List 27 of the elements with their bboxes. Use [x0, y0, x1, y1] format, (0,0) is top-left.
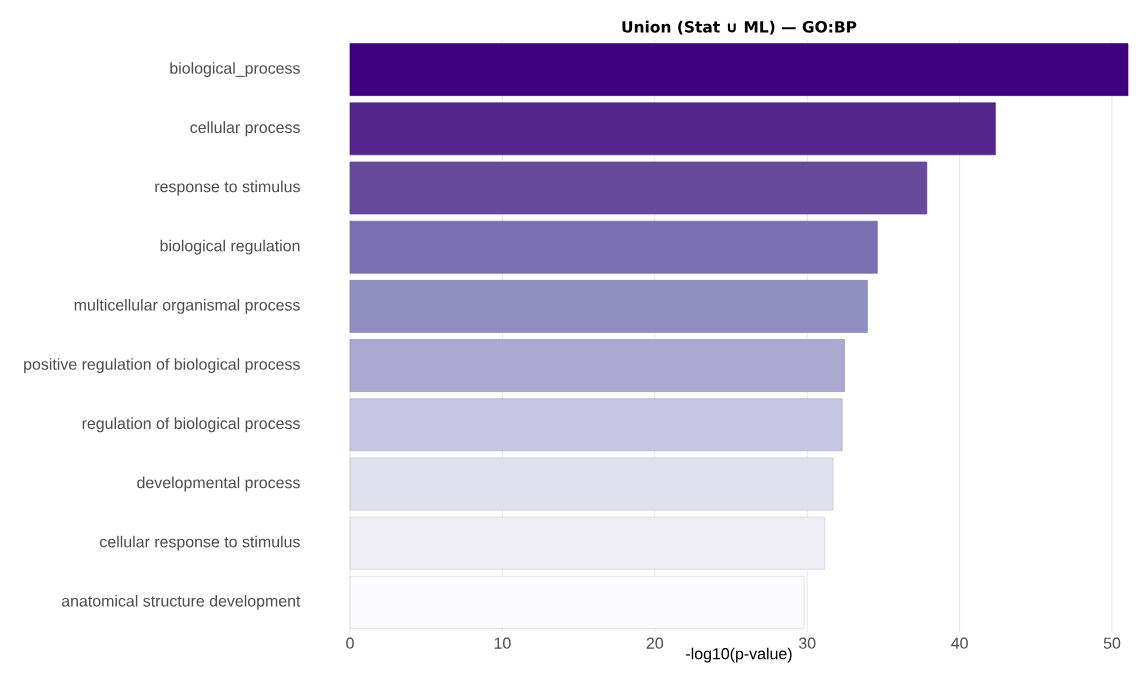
x-axis-title: -log10(p-value) [686, 647, 792, 663]
bar [349, 43, 1129, 96]
x-tick-label: 30 [798, 637, 816, 649]
bar [349, 161, 928, 215]
x-tick-label: 50 [1103, 637, 1121, 649]
y-tick-label: cellular process [190, 121, 300, 137]
y-tick-label: anatomical structure development [61, 594, 301, 610]
y-tick-label: regulation of biological process [82, 417, 300, 433]
x-tick-label: 20 [646, 637, 664, 649]
y-tick-label: biological_process [170, 62, 300, 78]
bar [349, 280, 868, 333]
y-tick-label: developmental process [137, 476, 300, 492]
x-tick-label: 10 [494, 637, 511, 649]
bar [349, 339, 845, 392]
bar [349, 220, 878, 274]
y-tick-label: response to stimulus [155, 180, 300, 196]
bar [349, 102, 996, 156]
x-tick-label: 40 [951, 637, 968, 649]
y-tick-label: multicellular organismal process [74, 298, 300, 314]
x-tick-label: 0 [346, 637, 354, 649]
bar [349, 398, 843, 452]
bar [349, 576, 805, 629]
y-tick-label: biological regulation [160, 239, 300, 255]
chart-title: Union (Stat ∪ ML) — GO:BP [622, 20, 857, 35]
y-tick-label: positive regulation of biological process [24, 358, 300, 374]
bar [349, 516, 826, 570]
y-tick-label: cellular response to stimulus [100, 535, 300, 551]
